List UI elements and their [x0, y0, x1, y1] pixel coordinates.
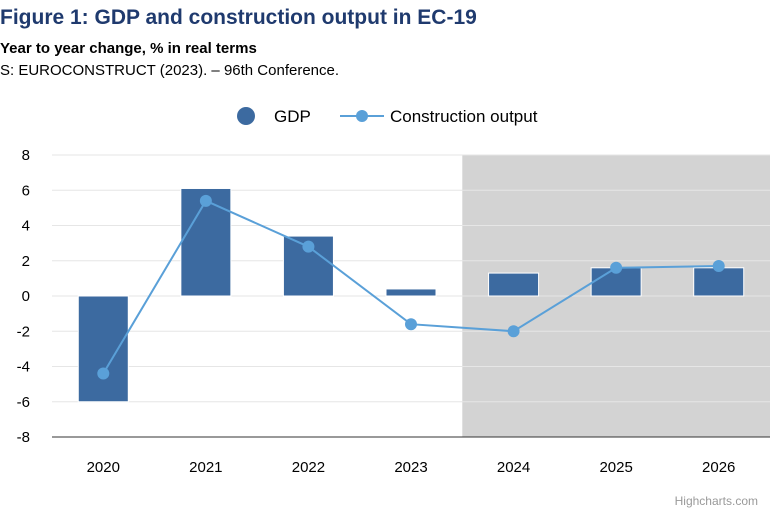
chart-source: S: EUROCONSTRUCT (2023). – 96th Conferen…	[0, 62, 340, 79]
gdp-bar-2020[interactable]	[77, 295, 129, 403]
y-tick-label: 8	[22, 147, 30, 164]
legend: GDP Construction output	[237, 107, 538, 126]
y-tick-label: -8	[17, 429, 30, 446]
construction-point-2022[interactable]	[302, 240, 315, 253]
y-tick-label: 0	[22, 288, 30, 305]
x-tick-label: 2021	[189, 459, 222, 476]
legend-gdp-label: GDP	[274, 107, 311, 126]
construction-point-2024[interactable]	[507, 325, 520, 338]
gdp-bar-2022[interactable]	[282, 235, 334, 297]
axis-layer: -8 -6 -4 -2 0 2 4 6 8 2020 2021 2022 2023 2024 2025 202…	[17, 147, 770, 476]
x-tick-label: 2023	[394, 459, 427, 476]
y-tick-label: 4	[22, 218, 30, 235]
x-tick-label: 2022	[292, 459, 325, 476]
y-tick-label: -6	[17, 394, 30, 411]
legend-construction-marker	[356, 110, 368, 122]
gdp-bar-2026[interactable]	[693, 267, 745, 297]
y-tick-label: 2	[22, 253, 30, 270]
x-tick-label: 2026	[702, 459, 735, 476]
x-tick-label: 2020	[87, 459, 120, 476]
construction-line	[97, 194, 725, 380]
legend-item-gdp[interactable]: GDP	[237, 107, 311, 126]
chart-subtitle: Year to year change, % in real terms	[0, 40, 257, 57]
y-tick-label: -2	[17, 323, 30, 340]
y-tick-label: -4	[17, 359, 30, 376]
highcharts-credit-link[interactable]: Highcharts.com	[674, 494, 758, 508]
gdp-bar-2024[interactable]	[488, 272, 540, 297]
construction-point-2020[interactable]	[97, 367, 110, 380]
y-tick-label: 6	[22, 182, 30, 199]
construction-point-2025[interactable]	[610, 261, 623, 274]
legend-item-construction[interactable]: Construction output	[340, 107, 538, 126]
chart-title: Figure 1: GDP and construction output in…	[0, 6, 477, 29]
construction-point-2021[interactable]	[199, 194, 212, 207]
x-tick-label: 2024	[497, 459, 530, 476]
construction-point-2026[interactable]	[712, 260, 725, 273]
grid-layer	[52, 154, 770, 403]
gdp-bar-2023[interactable]	[385, 288, 437, 297]
legend-construction-label: Construction output	[390, 107, 538, 126]
construction-point-2023[interactable]	[405, 318, 417, 331]
legend-gdp-marker	[237, 107, 255, 125]
x-tick-label: 2025	[599, 459, 632, 476]
